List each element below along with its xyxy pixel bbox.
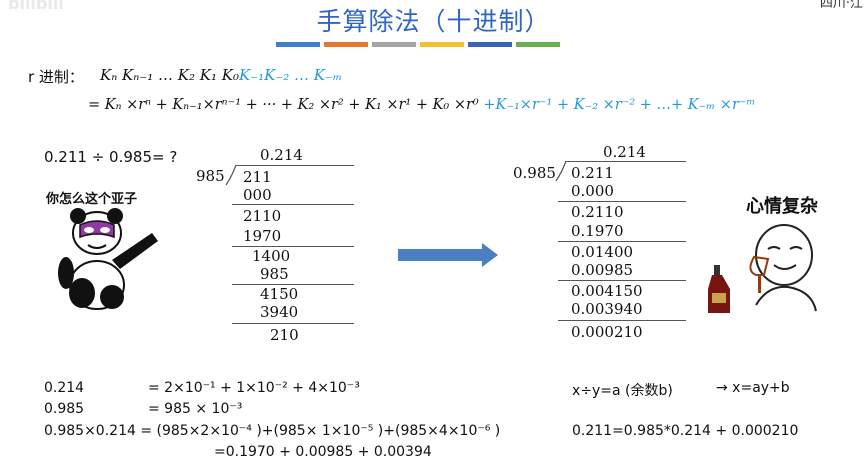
color-bar — [372, 42, 416, 47]
right-row: 0.1970 — [571, 222, 624, 240]
formula-line2: = Kₙ ×rⁿ + Kₙ₋₁×rⁿ⁻¹ + ··· + K₂ ×r² + K₁… — [88, 97, 755, 113]
formula-line2-black: = Kₙ ×rⁿ + Kₙ₋₁×rⁿ⁻¹ + ··· + K₂ ×r² + K₁… — [88, 97, 479, 113]
right-row: 0.000210 — [571, 323, 643, 341]
right-row: 0.004150 — [571, 282, 643, 300]
right-row: 0.000 — [571, 182, 614, 200]
panda-meme-image — [58, 208, 158, 310]
corner-text: 四川·江 — [819, 0, 863, 11]
right-row: 0.01400 — [571, 243, 634, 261]
separator-line — [232, 284, 354, 285]
right-row: 0.00985 — [571, 261, 634, 279]
left-row: 211 — [243, 168, 272, 186]
radix-label: r 进制： — [28, 68, 84, 86]
bilibili-watermark: bilibili — [8, 0, 64, 13]
separator-line — [558, 241, 686, 242]
verification-equation: 0.211=0.985*0.214 + 0.000210 — [572, 423, 799, 439]
complicated-mood-meme-image — [708, 224, 817, 313]
bottom-value: 0.214 — [44, 380, 85, 396]
formula-line1: Kₙ Kₙ₋₁ … K₂ K₁ K₀K₋₁K₋₂ … K₋ₘ — [100, 66, 342, 84]
division-bar — [236, 165, 354, 166]
left-row: 2110 — [243, 207, 282, 225]
color-bar — [420, 42, 464, 47]
color-bar — [468, 42, 512, 47]
left-row: 000 — [243, 186, 272, 204]
separator-line — [232, 323, 354, 324]
right-row: 0.2110 — [571, 203, 624, 221]
left-row: 985 — [260, 265, 289, 283]
color-bar — [276, 42, 320, 47]
division-question: 0.211 ÷ 0.985= ? — [44, 148, 178, 166]
left-row: 1970 — [243, 227, 282, 245]
right-divisor: 0.985 — [513, 164, 556, 182]
bottom-expansion: = 985 × 10⁻³ — [148, 401, 243, 417]
color-bar — [516, 42, 560, 47]
right-arrow-icon — [398, 243, 498, 267]
right-row: 0.211 — [571, 164, 614, 182]
bottom-expansion: = 2×10⁻¹ + 1×10⁻² + 4×10⁻³ — [148, 380, 360, 396]
bottom-sum: =0.1970 + 0.00985 + 0.00394 — [214, 444, 432, 460]
division-rule: x÷y=a (余数b) — [572, 383, 673, 399]
division-bar — [566, 161, 686, 162]
left-row: 3940 — [260, 303, 299, 321]
separator-line — [232, 246, 354, 247]
separator-line — [558, 280, 686, 281]
page-title: 手算除法（十进制） — [316, 7, 551, 36]
division-bracket — [225, 164, 237, 186]
right-quotient: 0.214 — [603, 143, 646, 161]
meme-left-caption: 你怎么这个亚子 — [46, 192, 138, 207]
bottom-product: 0.985×0.214 = (985×2×10⁻⁴ )+(985× 1×10⁻⁵… — [44, 423, 501, 439]
left-row: 1400 — [252, 247, 291, 265]
color-bar — [324, 42, 368, 47]
meme-right-caption: 心情复杂 — [746, 196, 818, 217]
formula-line2-blue: +K₋₁×r⁻¹ + K₋₂ ×r⁻² + …+ K₋ₘ ×r⁻ᵐ — [483, 97, 756, 113]
formula-line1-black: Kₙ Kₙ₋₁ … K₂ K₁ K₀ — [100, 66, 239, 84]
division-rule-result: → x=ay+b — [716, 380, 790, 396]
left-quotient: 0.214 — [260, 146, 303, 164]
right-row: 0.003940 — [571, 300, 643, 318]
bottom-value: 0.985 — [44, 401, 85, 417]
left-row: 4150 — [260, 285, 299, 303]
division-bracket — [555, 160, 567, 182]
separator-line — [232, 204, 354, 205]
left-row: 210 — [270, 326, 299, 344]
separator-line — [558, 320, 686, 321]
formula-line1-blue: K₋₁K₋₂ … K₋ₘ — [239, 66, 343, 84]
left-divisor: 985 — [196, 167, 225, 185]
separator-line — [558, 201, 686, 202]
